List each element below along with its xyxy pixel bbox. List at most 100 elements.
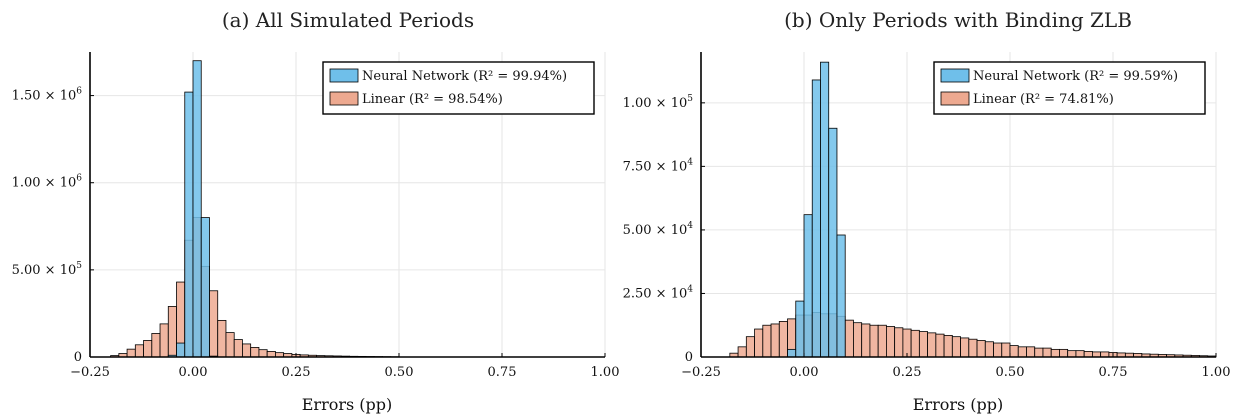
bar <box>910 329 920 358</box>
bar <box>1034 347 1044 358</box>
bar <box>250 347 260 358</box>
bar <box>176 342 186 358</box>
legend-swatch-neural-network <box>940 68 970 83</box>
bar <box>951 336 961 358</box>
bar <box>184 91 194 358</box>
x-tick-label: 1.00 <box>1202 365 1231 380</box>
legend-label-neural-network: Neural Network (R² = 99.94%) <box>362 69 567 84</box>
y-tick-label: 7.50 × 104 <box>623 157 694 174</box>
y-tick-label: 0 <box>685 350 693 365</box>
legend-swatch-linear <box>329 91 359 106</box>
bar <box>1067 350 1077 358</box>
bar <box>902 328 912 358</box>
bar <box>886 326 896 358</box>
x-axis-label: Errors (pp) <box>913 395 1004 414</box>
bar <box>861 323 871 358</box>
bar <box>1059 348 1069 358</box>
y-tick-label: 0 <box>74 350 82 365</box>
bar <box>233 339 243 358</box>
tick-labels: −0.25 0.00 0.25 0.50 0.75 1.00 0 5.00 × 105 1.00… <box>12 87 620 380</box>
bar <box>869 324 879 358</box>
bar <box>134 344 144 358</box>
bar <box>1001 342 1011 358</box>
bar <box>984 341 994 358</box>
x-tick-label: 0.75 <box>488 365 517 380</box>
x-tick-label: 0.25 <box>893 365 922 380</box>
bar <box>976 340 986 358</box>
bar <box>770 323 780 358</box>
x-tick-label: 1.00 <box>591 365 620 380</box>
bar <box>266 351 276 358</box>
bar <box>209 290 219 358</box>
bar <box>803 214 813 358</box>
bar <box>877 324 887 358</box>
legend-label-neural-network: Neural Network (R² = 99.59%) <box>973 69 1178 84</box>
bar <box>993 342 1003 358</box>
bar <box>1026 346 1036 358</box>
bar <box>828 127 838 358</box>
bar <box>143 340 153 358</box>
y-tick-label: 2.50 × 104 <box>623 284 694 301</box>
legend-label-linear: Linear (R² = 74.81%) <box>973 92 1114 107</box>
bars <box>110 60 400 358</box>
bar <box>151 333 161 358</box>
bar <box>968 338 978 358</box>
bar <box>762 324 772 358</box>
x-tick-label: −0.25 <box>681 365 721 380</box>
bar <box>1075 350 1085 358</box>
tick-labels: −0.25 0.00 0.25 0.50 0.75 1.00 0 2.50 × 104 5.00… <box>623 94 1231 380</box>
legend: Neural Network (R² = 99.59%) Linear (R² … <box>933 61 1206 115</box>
x-tick-label: 0.00 <box>790 365 819 380</box>
bar <box>935 333 945 358</box>
bar <box>126 348 136 358</box>
bar <box>1050 348 1060 358</box>
bar <box>844 319 854 358</box>
bar <box>836 234 846 358</box>
y-tick-label: 1.00 × 105 <box>623 94 694 111</box>
legend: Neural Network (R² = 99.94%) Linear (R² … <box>322 61 595 115</box>
x-tick-label: 0.50 <box>385 365 414 380</box>
bar <box>200 217 210 358</box>
bars <box>729 61 1217 358</box>
chart-title: (a) All Simulated Periods <box>222 8 474 32</box>
legend-box <box>322 61 595 115</box>
bar <box>258 349 268 358</box>
bar <box>820 61 830 358</box>
bar <box>1017 346 1027 358</box>
bar <box>737 346 747 358</box>
x-tick-label: 0.00 <box>179 365 208 380</box>
legend-box <box>933 61 1206 115</box>
bar <box>787 348 797 358</box>
bar <box>192 60 202 358</box>
series-linear <box>110 217 400 358</box>
y-tick-label: 1.00 × 106 <box>12 174 83 191</box>
legend-swatch-linear <box>940 91 970 106</box>
bar <box>1083 351 1093 358</box>
x-tick-label: 0.50 <box>996 365 1025 380</box>
series-neural-network <box>787 61 846 358</box>
bar <box>217 319 227 358</box>
y-tick-label: 5.00 × 105 <box>12 261 83 278</box>
bar <box>853 322 863 358</box>
x-tick-label: −0.25 <box>70 365 110 380</box>
bar <box>960 337 970 358</box>
bar <box>225 332 235 358</box>
bar <box>894 327 904 358</box>
chart-panel-a: (a) All Simulated Periods −0.25 0.00 0.25 0… <box>12 8 620 414</box>
legend-swatch-neural-network <box>329 68 359 83</box>
bar <box>927 332 937 358</box>
bar <box>778 321 788 358</box>
y-tick-label: 1.50 × 106 <box>12 87 83 104</box>
y-tick-label: 5.00 × 104 <box>623 221 694 238</box>
x-axis-label: Errors (pp) <box>302 395 393 414</box>
chart-title: (b) Only Periods with Binding ZLB <box>784 8 1132 32</box>
bar <box>167 306 177 358</box>
bar <box>811 79 821 358</box>
bar <box>159 323 169 358</box>
bar <box>745 336 755 358</box>
bar <box>943 334 953 358</box>
x-tick-label: 0.25 <box>282 365 311 380</box>
bar <box>1042 347 1052 358</box>
bar <box>795 300 805 358</box>
